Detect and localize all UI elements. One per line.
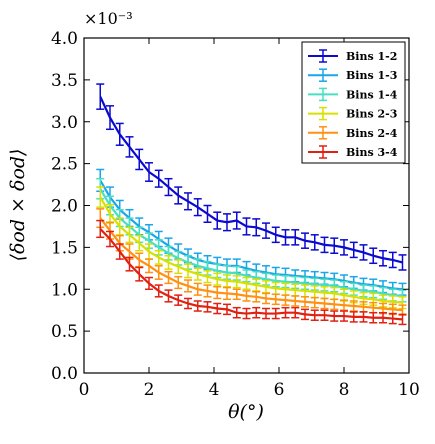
x-tick-label: 8 bbox=[339, 380, 350, 400]
legend-label: Bins 2-3 bbox=[346, 108, 397, 121]
y-tick-label: 1.0 bbox=[51, 280, 78, 300]
y-tick-label: 4.0 bbox=[51, 29, 78, 49]
series-bins-2-3 bbox=[96, 186, 407, 310]
legend-entry: Bins 3-4 bbox=[308, 145, 398, 159]
series-bins-3-4 bbox=[96, 219, 407, 326]
legend-entry: Bins 1-2 bbox=[308, 49, 397, 63]
y-tick-label: 3.0 bbox=[51, 113, 78, 133]
series-layer bbox=[96, 83, 407, 326]
series-line bbox=[99, 196, 403, 304]
legend-label: Bins 1-4 bbox=[346, 88, 398, 101]
x-tick-label: 0 bbox=[79, 380, 90, 400]
x-tick-label: 4 bbox=[209, 380, 220, 400]
legend-entry: Bins 1-3 bbox=[308, 68, 397, 82]
tick-layer: 0 2 4 6 8 10 0.0 0.5 1.0 1.5 2.0 2.5 3.0 3.5 4.0 bbox=[51, 29, 420, 400]
legend-label: Bins 2-4 bbox=[346, 127, 398, 140]
legend-label: Bins 1-2 bbox=[346, 50, 397, 63]
legend-entry: Bins 2-3 bbox=[308, 106, 397, 121]
x-axis-label: θ(°) bbox=[228, 401, 264, 423]
legend-label: Bins 3-4 bbox=[346, 146, 398, 159]
series-line bbox=[99, 217, 403, 312]
legend-entry: Bins 1-4 bbox=[308, 87, 398, 101]
y-tick-label: 3.5 bbox=[51, 71, 78, 91]
y-tick-label: 0.0 bbox=[51, 364, 78, 384]
y-tick-label: 2.0 bbox=[51, 197, 78, 217]
x-tick-label: 2 bbox=[144, 380, 155, 400]
series-line bbox=[99, 228, 403, 321]
series-line bbox=[99, 188, 403, 298]
y-axis-label: ⟨δod × δod⟩ bbox=[7, 149, 29, 262]
x-tick-label: 10 bbox=[398, 380, 420, 400]
series-line bbox=[99, 96, 403, 264]
series-bins-1-2 bbox=[96, 83, 407, 271]
legend-label: Bins 1-3 bbox=[346, 69, 397, 82]
x-tick-label: 6 bbox=[274, 380, 285, 400]
legend-entry: Bins 2-4 bbox=[308, 126, 398, 140]
y-tick-label: 0.5 bbox=[51, 322, 78, 342]
y-multiplier-label: ×10⁻³ bbox=[84, 9, 133, 28]
y-tick-label: 2.5 bbox=[51, 155, 78, 175]
series-bins-2-4 bbox=[96, 208, 407, 316]
legend: Bins 1-2 Bins 1-3 Bins 1-4 Bins 2-3 Bins 2-4… bbox=[301, 41, 406, 164]
y-tick-label: 1.5 bbox=[51, 238, 78, 258]
